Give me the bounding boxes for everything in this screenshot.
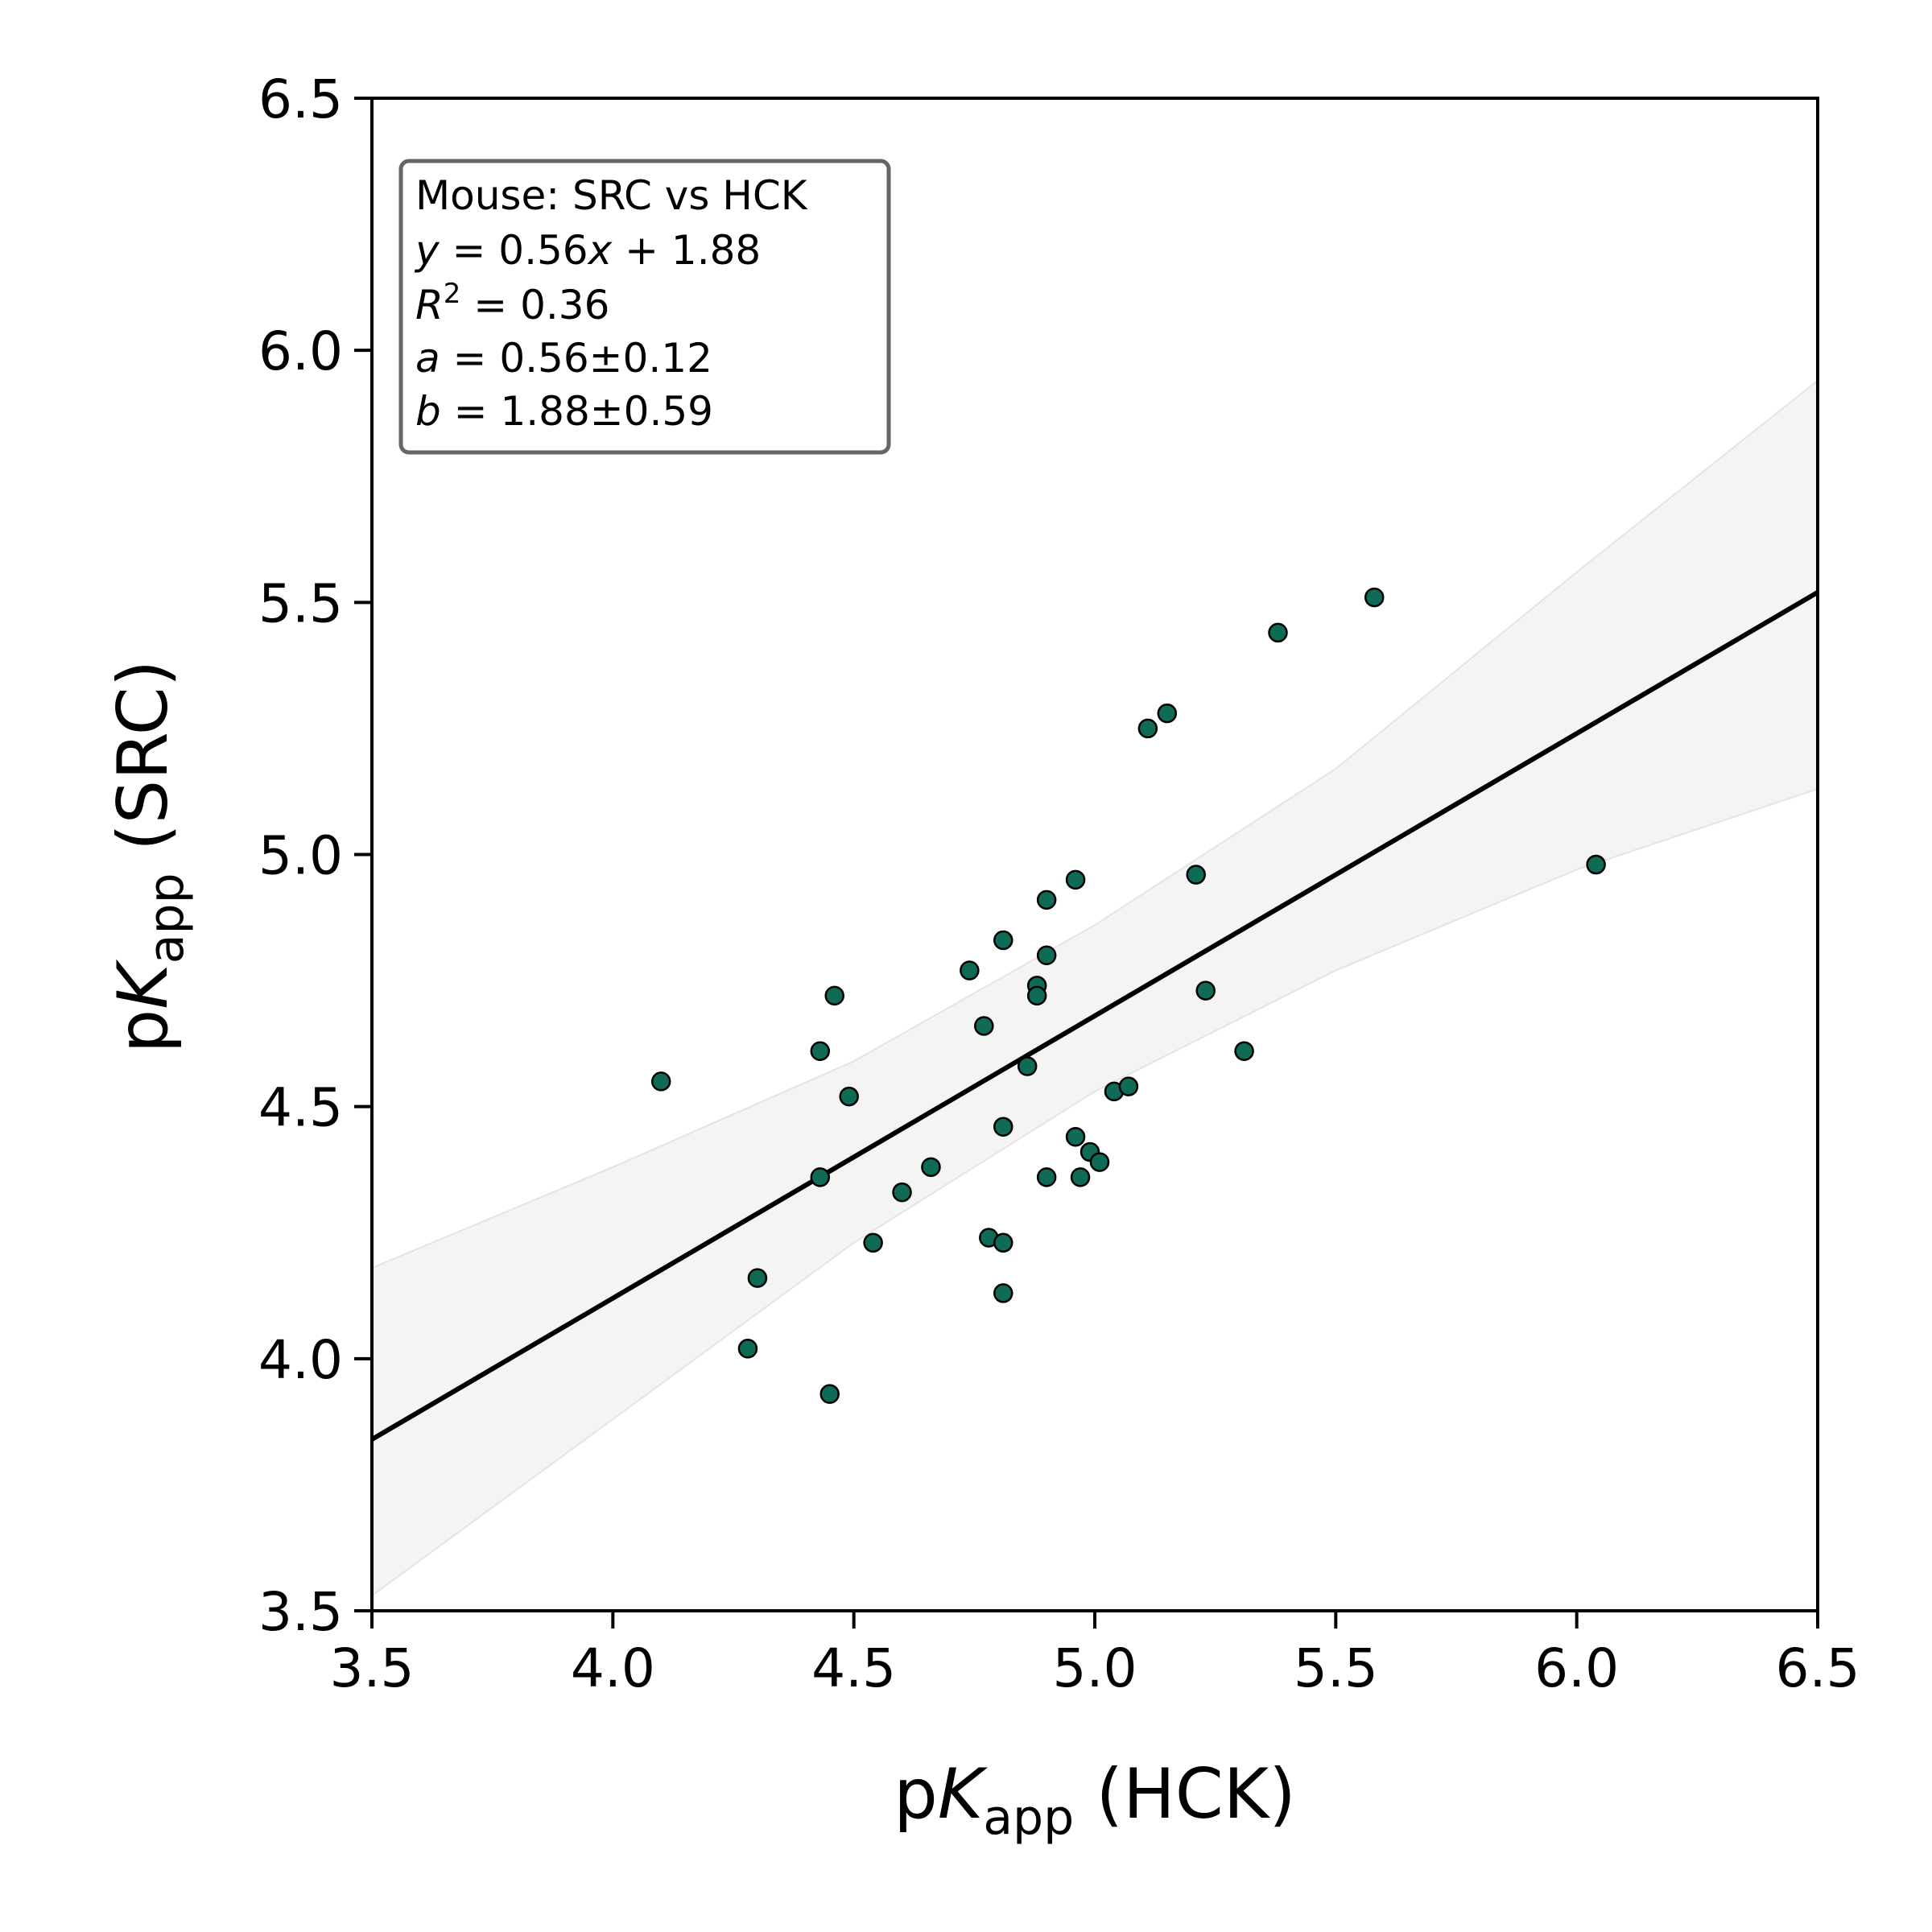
y-tick-label: 6.5 [258, 68, 343, 130]
data-point [737, 1339, 758, 1359]
data-point [1186, 865, 1206, 885]
x-tick-label: 4.0 [571, 1637, 655, 1699]
y-tick-label: 4.5 [258, 1077, 343, 1139]
data-point [974, 1016, 994, 1036]
x-tick-label: 6.5 [1776, 1637, 1860, 1699]
y-axis-title: pKapp (SRC) [103, 660, 195, 1054]
x-tick-label: 3.5 [330, 1637, 415, 1699]
data-point [824, 985, 844, 1006]
annotation-title: Mouse: SRC vs HCK [415, 172, 808, 219]
data-point [1026, 985, 1047, 1006]
data-point [1036, 890, 1057, 910]
x-tick-label: 4.5 [811, 1637, 896, 1699]
data-point [1234, 1041, 1254, 1062]
data-point [1017, 1056, 1038, 1076]
data-point [747, 1268, 768, 1288]
data-point [810, 1041, 831, 1062]
data-points [650, 587, 1606, 1404]
regression-line [372, 590, 1818, 1442]
annotation-slope: a = 0.56±0.12 [415, 335, 712, 382]
data-point [1364, 587, 1385, 608]
y-tick-label: 4.0 [258, 1329, 343, 1391]
data-point [839, 1086, 859, 1107]
data-point [1157, 703, 1178, 724]
data-point [892, 1182, 912, 1203]
data-point [1195, 980, 1216, 1001]
y-tick-label: 6.0 [258, 320, 343, 382]
data-point [993, 1232, 1013, 1253]
confidence-band [372, 379, 1818, 1597]
data-point [921, 1157, 941, 1178]
x-tick-label: 5.5 [1294, 1637, 1378, 1699]
data-point [1036, 1167, 1057, 1187]
data-point [1137, 718, 1158, 739]
annotation-r-squared: R2 = 0.36 [415, 278, 609, 328]
y-tick-label: 5.5 [258, 572, 343, 634]
data-point [650, 1071, 671, 1092]
data-point [993, 1283, 1013, 1303]
y-axis: 3.5 4.0 4.5 5.0 5.5 6.0 6.5 [258, 68, 372, 1643]
data-point [1268, 622, 1288, 643]
x-axis: 3.5 4.0 4.5 5.0 5.5 6.0 6.5 [330, 1611, 1860, 1699]
annotation-equation: y = 0.56x + 1.88 [414, 227, 761, 274]
data-point [1065, 869, 1086, 890]
x-tick-label: 5.0 [1053, 1637, 1137, 1699]
x-axis-title: pKapp (HCK) [894, 1754, 1296, 1846]
data-point [1089, 1152, 1110, 1172]
annotation-box: Mouse: SRC vs HCK y = 0.56x + 1.88 R2 = … [398, 159, 891, 455]
data-point [1118, 1076, 1139, 1096]
data-point [810, 1167, 831, 1187]
x-tick-label: 6.0 [1534, 1637, 1619, 1699]
data-point [819, 1384, 840, 1404]
data-point [993, 1117, 1013, 1137]
data-point [993, 930, 1013, 951]
data-point [1065, 1126, 1086, 1147]
data-point [1036, 945, 1057, 966]
y-tick-label: 5.0 [258, 825, 343, 887]
data-point [863, 1232, 883, 1253]
annotation-intercept: b = 1.88±0.59 [415, 388, 713, 435]
y-tick-label: 3.5 [258, 1581, 343, 1643]
data-point [960, 960, 980, 980]
data-point [1070, 1167, 1091, 1187]
data-point [1586, 854, 1606, 875]
